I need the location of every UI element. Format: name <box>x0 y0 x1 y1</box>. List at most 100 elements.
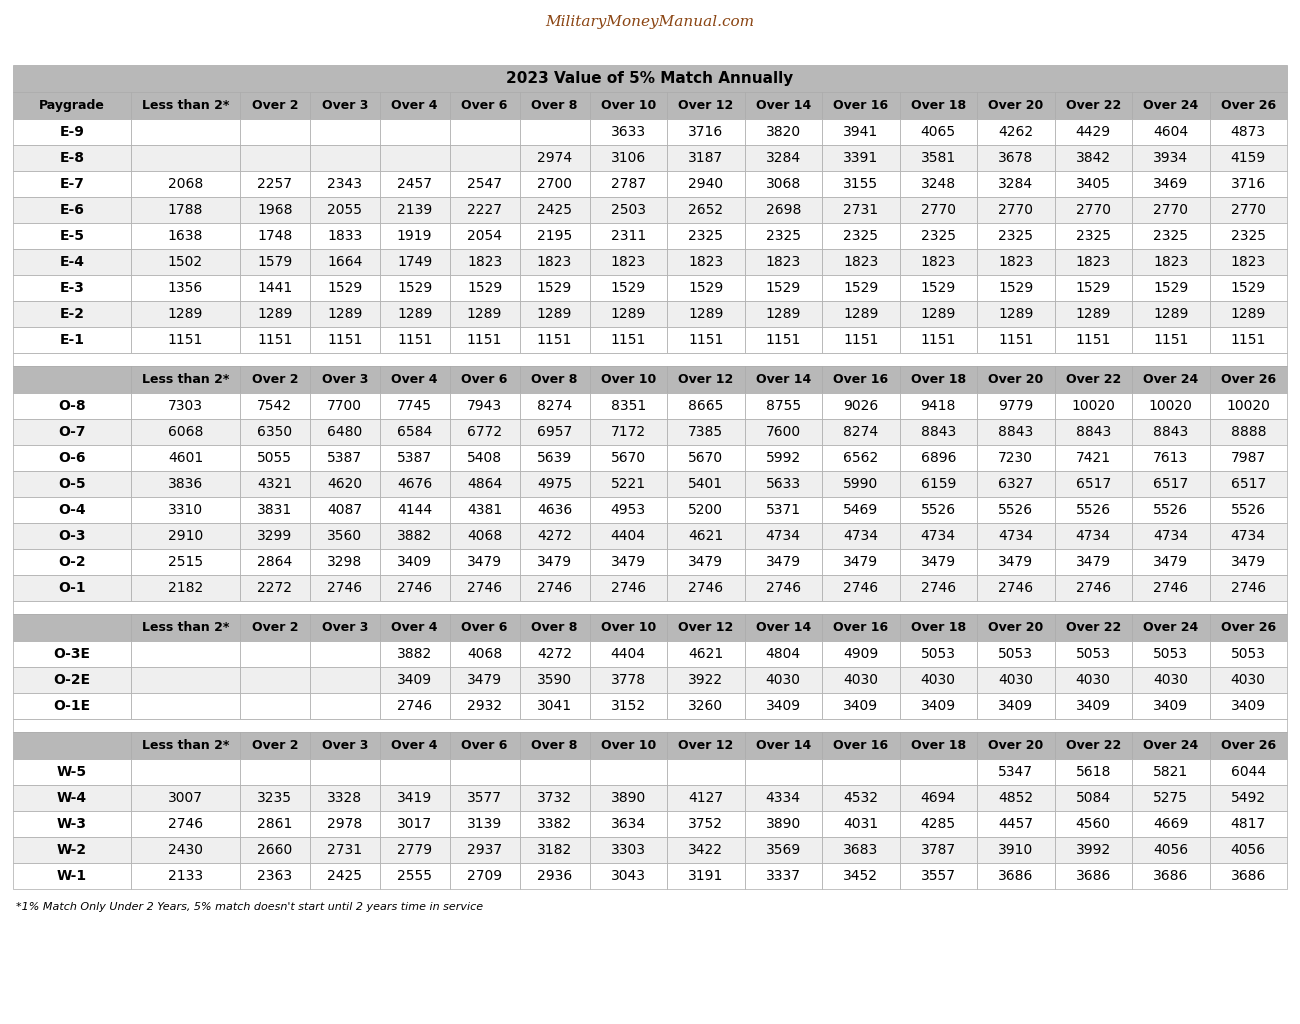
Text: 1823: 1823 <box>1075 255 1112 269</box>
Bar <box>239 445 309 471</box>
Bar <box>667 785 745 811</box>
Text: 8843: 8843 <box>920 425 956 439</box>
Text: 1289: 1289 <box>1231 307 1266 321</box>
Bar <box>239 92 309 119</box>
Bar <box>131 171 239 197</box>
Bar <box>450 393 520 419</box>
Bar <box>450 366 520 393</box>
Bar <box>1132 523 1209 549</box>
Text: Over 10: Over 10 <box>601 621 656 634</box>
Bar <box>13 837 131 863</box>
Bar <box>239 837 309 863</box>
Text: Over 4: Over 4 <box>391 99 438 112</box>
Bar <box>380 497 450 523</box>
Text: 3405: 3405 <box>1076 177 1110 191</box>
Text: 5053: 5053 <box>1231 647 1266 662</box>
Text: 4031: 4031 <box>844 817 879 831</box>
Text: Over 26: Over 26 <box>1221 99 1275 112</box>
Bar <box>520 811 589 837</box>
Text: 1529: 1529 <box>1153 281 1188 295</box>
Bar <box>380 641 450 667</box>
Text: 2731: 2731 <box>844 203 879 217</box>
Bar <box>1209 197 1287 223</box>
Text: 3479: 3479 <box>611 555 646 569</box>
Bar <box>131 785 239 811</box>
Bar <box>822 523 900 549</box>
Text: 4694: 4694 <box>920 791 956 805</box>
Text: 1151: 1151 <box>1231 333 1266 347</box>
Text: Over 18: Over 18 <box>911 739 966 752</box>
Text: 1151: 1151 <box>537 333 572 347</box>
Text: 5275: 5275 <box>1153 791 1188 805</box>
Bar <box>900 497 978 523</box>
Text: 4873: 4873 <box>1231 125 1266 139</box>
Text: 3298: 3298 <box>328 555 363 569</box>
Bar <box>309 785 380 811</box>
Bar <box>380 471 450 497</box>
Bar <box>131 197 239 223</box>
Bar <box>380 249 450 275</box>
Text: 3479: 3479 <box>467 555 502 569</box>
Bar <box>13 732 131 759</box>
Bar <box>380 667 450 693</box>
Bar <box>589 145 667 171</box>
Text: 4056: 4056 <box>1153 843 1188 857</box>
Text: 2515: 2515 <box>168 555 203 569</box>
Text: 2770: 2770 <box>1231 203 1266 217</box>
Text: 3836: 3836 <box>168 477 203 490</box>
Bar <box>589 693 667 719</box>
Text: 4056: 4056 <box>1231 843 1266 857</box>
Text: Over 12: Over 12 <box>679 373 733 386</box>
Bar <box>380 301 450 327</box>
Bar <box>1209 523 1287 549</box>
Bar <box>900 366 978 393</box>
Bar <box>978 523 1054 549</box>
Bar <box>1054 275 1132 301</box>
Bar <box>309 275 380 301</box>
Bar <box>239 693 309 719</box>
Text: 2746: 2746 <box>396 581 432 595</box>
Bar <box>309 145 380 171</box>
Text: 3469: 3469 <box>1153 177 1188 191</box>
Text: 5992: 5992 <box>766 451 801 465</box>
Text: 1529: 1529 <box>844 281 879 295</box>
Bar <box>978 197 1054 223</box>
Text: 3409: 3409 <box>1231 699 1266 713</box>
Bar <box>1054 92 1132 119</box>
Bar <box>900 145 978 171</box>
Text: 5469: 5469 <box>844 503 879 517</box>
Bar <box>131 223 239 249</box>
Text: 2457: 2457 <box>398 177 432 191</box>
Text: 4734: 4734 <box>844 529 879 543</box>
Bar <box>1132 785 1209 811</box>
Text: 7600: 7600 <box>766 425 801 439</box>
Text: Over 8: Over 8 <box>532 739 577 752</box>
Text: 4429: 4429 <box>1075 125 1110 139</box>
Bar <box>1054 693 1132 719</box>
Text: 3842: 3842 <box>1075 151 1110 165</box>
Text: 3328: 3328 <box>328 791 363 805</box>
Bar <box>13 145 131 171</box>
Text: E-9: E-9 <box>60 125 84 139</box>
Bar <box>13 197 131 223</box>
Text: 2068: 2068 <box>168 177 203 191</box>
Bar <box>900 837 978 863</box>
Text: 4030: 4030 <box>998 673 1034 687</box>
Bar <box>309 92 380 119</box>
Bar <box>13 419 131 445</box>
Text: 3152: 3152 <box>611 699 646 713</box>
Text: 2555: 2555 <box>398 869 432 883</box>
Text: 4620: 4620 <box>328 477 363 490</box>
Text: 3479: 3479 <box>920 555 956 569</box>
Bar <box>667 759 745 785</box>
Text: O-7: O-7 <box>58 425 86 439</box>
Bar <box>1054 732 1132 759</box>
Bar <box>131 275 239 301</box>
Text: 3882: 3882 <box>396 529 433 543</box>
Bar <box>978 837 1054 863</box>
Bar <box>978 366 1054 393</box>
Bar <box>667 223 745 249</box>
Bar <box>450 327 520 353</box>
Text: 4404: 4404 <box>611 647 646 662</box>
Bar <box>520 863 589 889</box>
